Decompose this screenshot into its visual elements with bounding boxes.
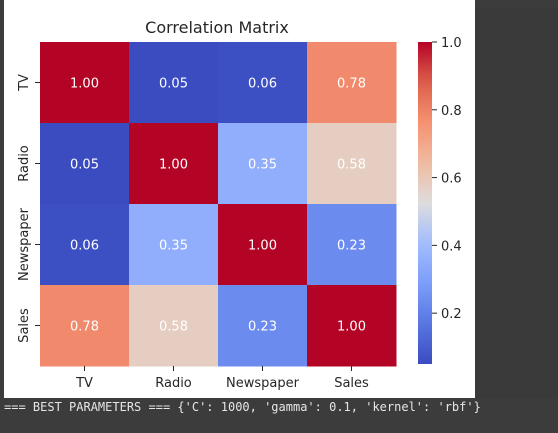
y-tick-label-1: Radio xyxy=(17,145,32,182)
cell-value-label-1-3: 0.58 xyxy=(337,158,366,173)
colorbar-tick-label-1: 0.4 xyxy=(441,239,462,254)
cell-value-label-1-1: 1.00 xyxy=(159,158,188,173)
correlation-heatmap: Correlation Matrix 1.00 0.05 0.06 0.780.05 1… xyxy=(4,0,475,398)
cell-value-label-1-0: 0.05 xyxy=(70,158,99,173)
side-panel xyxy=(475,8,558,398)
cell-value-label-1-2: 0.35 xyxy=(248,158,277,173)
x-tick-label-1: Radio xyxy=(155,376,192,391)
cell-value-label-3-2: 0.23 xyxy=(248,320,277,335)
cell-value-label-0-2: 0.06 xyxy=(248,77,277,92)
cell-value-label-3-0: 0.78 xyxy=(70,320,99,335)
cell-value-label-3-1: 0.58 xyxy=(159,320,188,335)
x-tick-label-0: TV xyxy=(75,376,93,391)
cell-value-label-0-1: 0.05 xyxy=(159,77,188,92)
y-axis-ticks: TV Radio Newspaper Sales xyxy=(17,74,40,343)
y-tick-label-2: Newspaper xyxy=(17,207,32,281)
y-tick-label-3: Sales xyxy=(17,308,32,343)
cell-value-label-3-3: 1.00 xyxy=(337,320,366,335)
x-axis-ticks: TV Radio Newspaper Sales xyxy=(75,366,369,391)
colorbar-tick-label-3: 0.8 xyxy=(441,104,462,119)
cell-value-label-2-3: 0.23 xyxy=(337,239,366,254)
cell-value-label-2-2: 1.00 xyxy=(248,239,277,254)
heatmap-cells: 1.00 0.05 0.06 0.78 0.05 1.00 0.35 0.58 0.06 0.35… xyxy=(40,42,397,367)
x-tick-label-3: Sales xyxy=(334,376,369,391)
x-tick-label-2: Newspaper xyxy=(226,376,300,391)
colorbar: 0.2 0.4 0.6 0.8 1.0 xyxy=(418,36,462,364)
y-tick-label-0: TV xyxy=(17,74,32,92)
colorbar-tick-label-0: 0.2 xyxy=(441,307,462,322)
chart-title: Correlation Matrix xyxy=(145,18,289,37)
figure-panel: Correlation Matrix 1.00 0.05 0.06 0.78 0.05 1… xyxy=(4,0,475,398)
colorbar-tick-label-4: 1.0 xyxy=(441,36,462,51)
colorbar-tick-label-2: 0.6 xyxy=(441,172,462,187)
console-output-line: === BEST PARAMETERS === {'C': 1000, 'gam… xyxy=(4,400,481,414)
cell-value-label-2-1: 0.35 xyxy=(159,239,188,254)
cell-value-label-0-0: 1.00 xyxy=(70,77,99,92)
cell-value-label-2-0: 0.06 xyxy=(70,239,99,254)
colorbar-gradient xyxy=(418,42,432,364)
cell-value-label-0-3: 0.78 xyxy=(337,77,366,92)
